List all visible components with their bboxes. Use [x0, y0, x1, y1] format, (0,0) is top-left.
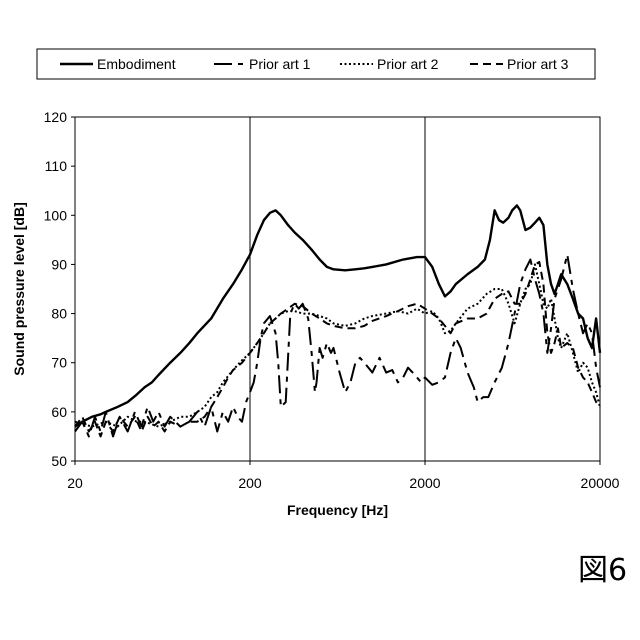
series-line-1	[75, 205, 600, 426]
y-tick-label: 100	[44, 207, 68, 223]
legend-label: Prior art 2	[377, 56, 439, 72]
plot-frame	[75, 117, 600, 461]
x-tick-label: 20	[67, 475, 83, 491]
y-tick-label: 110	[45, 158, 68, 174]
series-line-3	[75, 264, 600, 426]
y-tick-label: 50	[51, 453, 67, 469]
legend: Embodiment Prior art 1 Prior art 2 Prior ar…	[37, 49, 595, 79]
legend-label: Prior art 1	[249, 56, 311, 72]
y-axis-title: Sound pressure level [dB]	[11, 202, 27, 375]
legend-label: Prior art 3	[507, 56, 569, 72]
y-tick-label: 60	[51, 404, 67, 420]
y-tick-label: 90	[51, 256, 67, 272]
figure-label: 図6	[578, 556, 627, 586]
y-tick-label: 120	[44, 109, 68, 125]
x-tick-label: 2000	[409, 475, 440, 491]
legend-label: Embodiment	[97, 56, 176, 72]
x-axis-title: Frequency [Hz]	[287, 502, 388, 518]
x-tick-label: 20000	[581, 475, 620, 491]
series-line-4	[75, 262, 600, 436]
x-tick-labels: 20 200 2000 20000	[67, 461, 619, 491]
x-tick-label: 200	[238, 475, 262, 491]
series-layer	[75, 205, 600, 436]
y-tick-label: 80	[51, 306, 67, 322]
y-tick-label: 70	[51, 355, 67, 371]
series-line-2	[75, 255, 600, 437]
y-tick-labels: 50 60 70 80 90 100 110 120	[44, 109, 75, 469]
grid	[250, 117, 425, 461]
